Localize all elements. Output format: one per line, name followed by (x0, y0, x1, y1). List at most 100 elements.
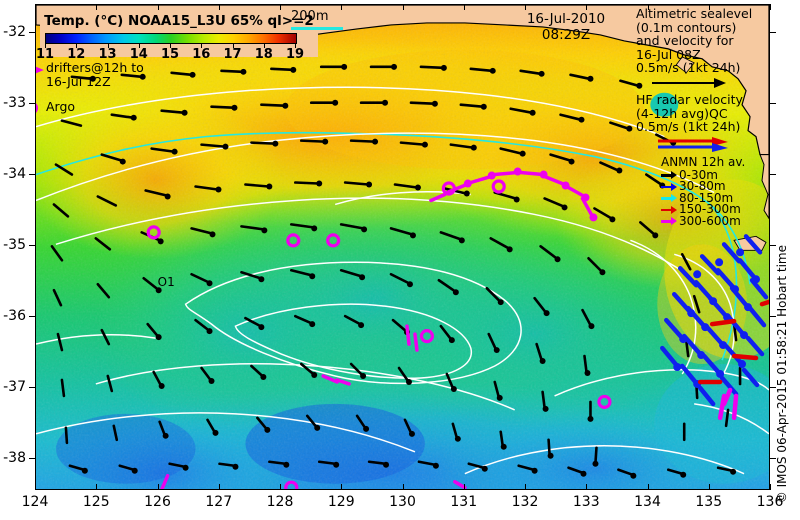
x-axis-tick-label: 129 (327, 494, 355, 510)
x-axis-tick-label: 132 (511, 494, 539, 510)
colorbar-tick-label: 14 (129, 47, 148, 62)
isobath-label: 200m (291, 9, 329, 24)
x-axis-tick (647, 4, 649, 10)
bathymetry-200m-contour (36, 131, 751, 361)
drifter-line-2: 16-Jul 12Z (46, 74, 111, 89)
bay-water (650, 92, 679, 117)
argo-circle-icon (36, 103, 38, 113)
colorbar-tick (107, 44, 109, 48)
timestamp-label: 16-Jul-2010 08:29Z (506, 11, 626, 43)
colorbar-tick-label: 16 (192, 47, 211, 62)
colorbar-panel: Temp. (°C) NOAA15_L3U 65% ql>=2 11 12 13 14… (36, 9, 318, 62)
argo-label: O1 (158, 275, 175, 289)
timestamp-time: 08:29Z (541, 27, 591, 43)
y-axis-tick (770, 32, 776, 34)
anmn-arrow-icon (661, 194, 677, 203)
x-axis-tick (770, 4, 771, 10)
argo-float-markers (146, 179, 612, 489)
altimetry-line-2: (0.1m contours) (636, 19, 737, 35)
x-axis-tick (586, 4, 588, 10)
x-axis-tick (463, 4, 465, 10)
x-axis-tick-label: 136 (756, 494, 784, 510)
x-axis-tick-label: 127 (205, 494, 233, 510)
anmn-layer-label: 0-30m (679, 167, 718, 182)
hf-line-2: (4-12h avg)QC (636, 105, 728, 121)
drifter-line-1: drifters@12h to (46, 60, 144, 75)
x-axis-tick (708, 484, 710, 490)
y-axis-tick (29, 245, 35, 247)
x-axis-tick-label: 134 (634, 494, 661, 510)
sst-raster-layer: O1 (36, 5, 769, 489)
drifter-arrow-icon (36, 66, 44, 74)
anmn-layer-label: 30-80m (679, 179, 726, 193)
x-axis-tick (280, 484, 281, 490)
x-axis-tick (402, 4, 404, 10)
x-axis-tick (770, 484, 771, 490)
x-axis-tick (341, 4, 343, 10)
colorbar-tick-label: 19 (285, 47, 305, 62)
altimetry-line-5: 0.5m/s (1kt 24h) (636, 60, 741, 76)
x-axis-tick (402, 484, 404, 490)
x-axis-tick-label: 131 (450, 494, 478, 510)
anmn-layer-row: 0-30m (661, 167, 769, 182)
timestamp-date: 16-Jul-2010 (526, 11, 606, 27)
x-axis-tick (96, 4, 98, 10)
anmn-layer-row: 30-80m (661, 179, 769, 193)
y-axis-tick (770, 103, 776, 105)
hf-radar-scale-arrow-icon (658, 136, 728, 152)
anmn-mooring-vectors (697, 299, 769, 421)
y-axis-tick-label: -34 (3, 166, 26, 183)
map-plot-area: O1 Temp. (°C) NOAA15_L3U 65% ql>=2 11 12 1… (35, 4, 770, 490)
x-axis-tick (586, 484, 588, 490)
anmn-layer-row: 150-300m (661, 202, 769, 216)
x-axis-tick (218, 4, 220, 10)
colorbar-gradient (45, 33, 297, 44)
anmn-arrow-icon (661, 171, 677, 180)
colorbar-tick-label: 18 (254, 47, 273, 62)
colorbar-tick-label: 15 (160, 47, 180, 62)
eyre-peninsula (759, 154, 769, 220)
colorbar-tick (295, 44, 296, 48)
y-axis-tick (29, 174, 35, 176)
colorbar-tick (201, 44, 203, 48)
anmn-legend: ANMN 12h av. 0-30m 30-80m 80-150m 150-300m 3… (661, 156, 769, 228)
x-axis-tick (708, 4, 710, 10)
hf-line-3: 0.5m/s (1kt 24h) (636, 119, 741, 135)
altimetry-scale-arrow-icon (652, 77, 726, 88)
sealevel-contours (36, 86, 769, 475)
x-axis-tick-label: 133 (572, 494, 600, 510)
x-axis-tick (35, 4, 36, 10)
hf-radar-arrowheads (673, 248, 761, 388)
altimetry-line-1: Altimetric sealevel (636, 6, 753, 21)
y-axis-tick-label: -32 (3, 24, 26, 41)
anmn-layer-row: 300-600m (661, 213, 769, 228)
colorbar-tick (170, 44, 171, 48)
velocity-arrowheads (81, 63, 737, 479)
anmn-layer-list: 0-30m 30-80m 80-150m 150-300m 300-600m (661, 167, 769, 228)
x-axis-tick (35, 484, 36, 490)
y-axis-tick-label: -38 (3, 450, 26, 467)
y-axis-tick (770, 458, 776, 460)
x-axis-tick (96, 484, 98, 490)
anmn-layer-label: 300-600m (679, 213, 741, 228)
y-axis-tick-label: -35 (3, 237, 26, 254)
x-axis-tick (647, 484, 649, 490)
y-axis-tick (770, 387, 776, 389)
x-axis-tick (341, 484, 343, 490)
y-axis-tick-label: -37 (3, 379, 26, 396)
anmn-layer-row: 80-150m (661, 190, 769, 205)
drifter-tracks-south (160, 324, 467, 489)
colorbar-tick (263, 44, 265, 48)
credit-text: © IMOS 06-Apr-2015 01:58:21 Hobart time (775, 245, 789, 504)
x-axis-tick (525, 484, 526, 490)
altimetry-legend: Altimetric sealevel (0.1m contours) and … (636, 6, 769, 93)
colorbar-tick-label: 12 (67, 47, 86, 62)
y-axis-tick-label: -36 (3, 308, 26, 325)
x-axis-tick (157, 4, 159, 10)
x-axis-tick (218, 484, 220, 490)
anmn-layer-label: 150-300m (679, 202, 741, 216)
y-axis-tick (29, 458, 35, 460)
anmn-arrow-icon (661, 217, 677, 226)
anmn-layer-label: 80-150m (679, 190, 734, 205)
